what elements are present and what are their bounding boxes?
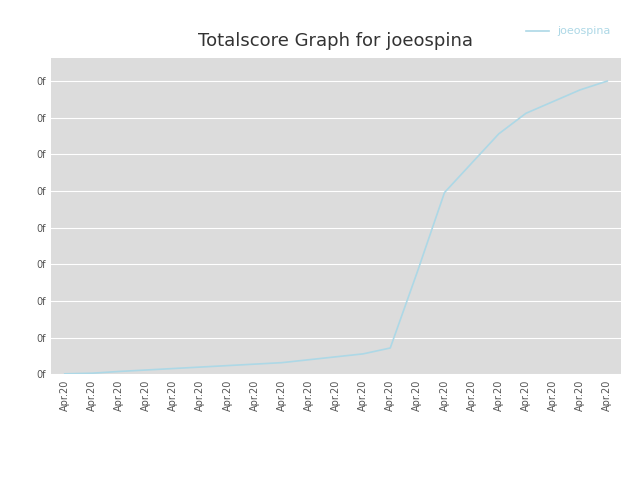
joeospina xyxy=(196,364,204,370)
joeospina xyxy=(604,78,611,84)
joeospina xyxy=(387,345,394,351)
Legend: joeospina: joeospina xyxy=(522,22,615,41)
joeospina xyxy=(468,160,476,166)
joeospina xyxy=(413,269,421,275)
joeospina xyxy=(251,361,259,367)
joeospina xyxy=(495,131,502,137)
joeospina xyxy=(61,371,68,377)
joeospina xyxy=(305,357,313,362)
joeospina xyxy=(223,363,231,369)
joeospina xyxy=(142,367,150,373)
joeospina xyxy=(278,360,285,366)
joeospina xyxy=(441,190,449,195)
joeospina xyxy=(359,351,367,357)
joeospina xyxy=(576,87,584,93)
joeospina xyxy=(549,99,557,105)
joeospina xyxy=(522,110,530,116)
joeospina xyxy=(170,366,177,372)
joeospina xyxy=(332,354,340,360)
Title: Totalscore Graph for joeospina: Totalscore Graph for joeospina xyxy=(198,33,474,50)
joeospina xyxy=(115,369,123,374)
Line: joeospina: joeospina xyxy=(65,81,607,374)
joeospina xyxy=(88,371,96,376)
